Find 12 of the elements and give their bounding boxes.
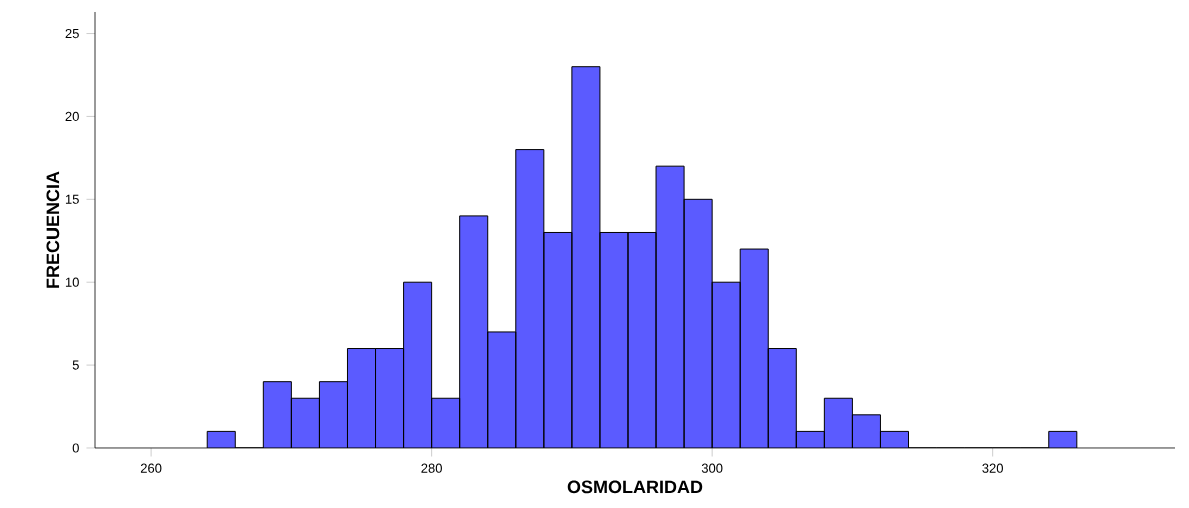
y-tick-label: 10 [65,277,79,287]
y-tick-label: 5 [72,360,79,370]
x-tick-label: 300 [701,463,723,473]
x-tick-label: 280 [421,463,442,473]
y-tick-label: 0 [72,443,79,453]
x-tick-label: 320 [982,463,1003,473]
y-tick-label: 25 [65,28,79,39]
y-axis-title: FRECUENCIA [46,171,60,288]
y-tick-label: 15 [65,194,79,204]
x-axis-title: OSMOLARIDAD [567,480,703,494]
y-tick-label: 20 [65,111,79,122]
x-tick-label: 260 [140,463,162,473]
